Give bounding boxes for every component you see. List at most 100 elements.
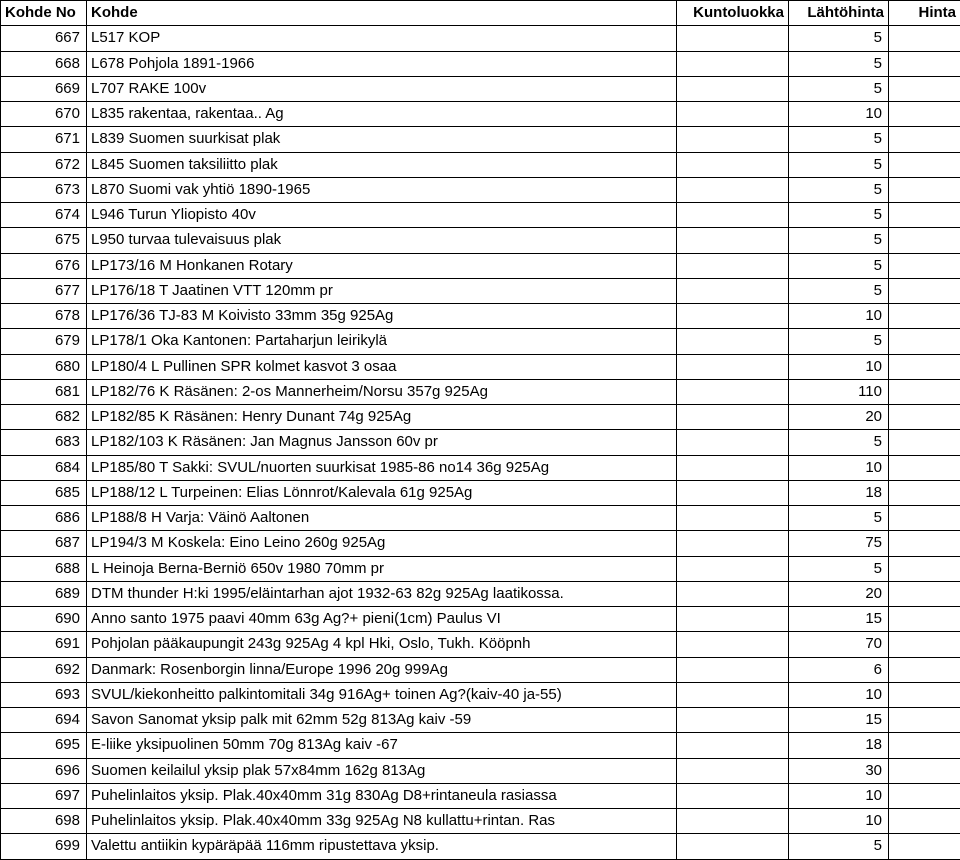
table-cell: 5 (789, 203, 889, 228)
table-row: 677LP176/18 T Jaatinen VTT 120mm pr5 (1, 278, 960, 303)
table-cell: 5 (789, 51, 889, 76)
table-cell (889, 278, 960, 303)
table-cell: 690 (1, 607, 87, 632)
table-cell: L946 Turun Yliopisto 40v (87, 203, 677, 228)
table-cell: 10 (789, 304, 889, 329)
table-row: 675L950 turvaa tulevaisuus plak5 (1, 228, 960, 253)
table-cell (677, 682, 789, 707)
table-cell: Pohjolan pääkaupungit 243g 925Ag 4 kpl H… (87, 632, 677, 657)
table-row: 693SVUL/kiekonheitto palkintomitali 34g … (1, 682, 960, 707)
table-cell: E-liike yksipuolinen 50mm 70g 813Ag kaiv… (87, 733, 677, 758)
item-table: Kohde No Kohde Kuntoluokka Lähtöhinta Hi… (0, 0, 960, 860)
table-row: 688L Heinoja Berna-Berniö 650v 1980 70mm… (1, 556, 960, 581)
table-row: 687LP194/3 M Koskela: Eino Leino 260g 92… (1, 531, 960, 556)
table-cell (889, 783, 960, 808)
table-cell (677, 708, 789, 733)
table-row: 685LP188/12 L Turpeinen: Elias Lönnrot/K… (1, 480, 960, 505)
table-cell: 689 (1, 581, 87, 606)
table-cell: 10 (789, 455, 889, 480)
table-cell (889, 531, 960, 556)
header-row: Kohde No Kohde Kuntoluokka Lähtöhinta Hi… (1, 1, 960, 26)
col-header-lh: Lähtöhinta (789, 1, 889, 26)
table-cell (677, 278, 789, 303)
table-cell: 10 (789, 102, 889, 127)
table-cell: L845 Suomen taksiliitto plak (87, 152, 677, 177)
table-cell: 685 (1, 480, 87, 505)
table-cell (889, 809, 960, 834)
table-cell: 30 (789, 758, 889, 783)
table-cell: 688 (1, 556, 87, 581)
table-cell: L Heinoja Berna-Berniö 650v 1980 70mm pr (87, 556, 677, 581)
table-cell (677, 657, 789, 682)
table-cell (677, 480, 789, 505)
table-cell: Puhelinlaitos yksip. Plak.40x40mm 31g 83… (87, 783, 677, 808)
table-cell (889, 329, 960, 354)
table-row: 672L845 Suomen taksiliitto plak5 (1, 152, 960, 177)
table-cell (677, 506, 789, 531)
table-cell: 18 (789, 733, 889, 758)
table-row: 697Puhelinlaitos yksip. Plak.40x40mm 31g… (1, 783, 960, 808)
table-cell: 677 (1, 278, 87, 303)
table-cell: 669 (1, 76, 87, 101)
table-cell (889, 708, 960, 733)
table-cell: LP188/8 H Varja: Väinö Aaltonen (87, 506, 677, 531)
table-cell: 678 (1, 304, 87, 329)
table-cell: 671 (1, 127, 87, 152)
table-cell: 5 (789, 556, 889, 581)
table-cell (889, 304, 960, 329)
table-cell (677, 76, 789, 101)
table-cell: 5 (789, 152, 889, 177)
table-row: 689DTM thunder H:ki 1995/eläintarhan ajo… (1, 581, 960, 606)
table-row: 698Puhelinlaitos yksip. Plak.40x40mm 33g… (1, 809, 960, 834)
table-row: 679LP178/1 Oka Kantonen: Partaharjun lei… (1, 329, 960, 354)
table-cell (677, 834, 789, 859)
table-row: 683LP182/103 K Räsänen: Jan Magnus Janss… (1, 430, 960, 455)
table-cell: 5 (789, 127, 889, 152)
table-cell (889, 102, 960, 127)
table-cell (889, 657, 960, 682)
table-cell: 5 (789, 278, 889, 303)
table-row: 681LP182/76 K Räsänen: 2-os Mannerheim/N… (1, 379, 960, 404)
table-cell: L870 Suomi vak yhtiö 1890-1965 (87, 177, 677, 202)
table-cell (889, 455, 960, 480)
table-cell (677, 607, 789, 632)
table-cell: 691 (1, 632, 87, 657)
table-cell (677, 733, 789, 758)
table-cell: 5 (789, 177, 889, 202)
table-cell: 15 (789, 708, 889, 733)
table-cell (889, 581, 960, 606)
table-cell: Suomen keilailul yksip plak 57x84mm 162g… (87, 758, 677, 783)
table-cell: 679 (1, 329, 87, 354)
table-cell: 680 (1, 354, 87, 379)
table-cell (889, 152, 960, 177)
table-row: 669L707 RAKE 100v5 (1, 76, 960, 101)
table-cell: 674 (1, 203, 87, 228)
table-cell: 10 (789, 783, 889, 808)
table-cell: 683 (1, 430, 87, 455)
table-cell (677, 127, 789, 152)
table-cell (889, 733, 960, 758)
table-cell: 699 (1, 834, 87, 859)
table-row: 668L678 Pohjola 1891-19665 (1, 51, 960, 76)
table-cell: 5 (789, 430, 889, 455)
table-cell (889, 127, 960, 152)
table-cell: 698 (1, 809, 87, 834)
table-cell (677, 809, 789, 834)
table-cell: Puhelinlaitos yksip. Plak.40x40mm 33g 92… (87, 809, 677, 834)
table-cell: 110 (789, 379, 889, 404)
table-cell (677, 556, 789, 581)
table-cell (677, 455, 789, 480)
table-cell (889, 506, 960, 531)
table-cell: 10 (789, 682, 889, 707)
table-cell (677, 203, 789, 228)
table-header: Kohde No Kohde Kuntoluokka Lähtöhinta Hi… (1, 1, 960, 26)
table-cell: 692 (1, 657, 87, 682)
table-cell (889, 253, 960, 278)
table-cell: LP180/4 L Pullinen SPR kolmet kasvot 3 o… (87, 354, 677, 379)
table-cell (677, 430, 789, 455)
table-cell: 668 (1, 51, 87, 76)
table-cell (889, 607, 960, 632)
table-cell (889, 834, 960, 859)
table-cell: 676 (1, 253, 87, 278)
table-cell (677, 783, 789, 808)
